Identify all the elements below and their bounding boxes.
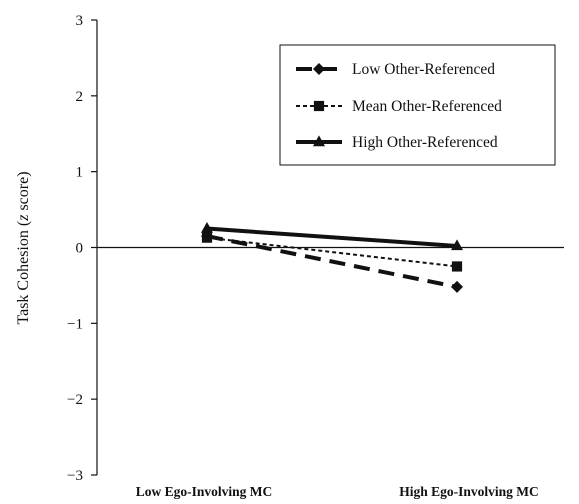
data-point-high-other-referenced	[451, 239, 463, 251]
y-tick-label: −3	[67, 468, 83, 484]
y-tick-label: 2	[76, 89, 84, 105]
series-layer	[201, 221, 463, 293]
legend-items	[296, 63, 342, 147]
x-category-label-high: High Ego-Involving MC	[399, 484, 539, 499]
legend-label-low: Low Other-Referenced	[352, 61, 495, 78]
y-axis-title-italic: z	[15, 214, 32, 222]
y-axis-ticks: 3 2 1 0 −1 −2 −3	[67, 13, 97, 484]
y-tick-label: 1	[76, 165, 84, 181]
series-line-high-other-referenced	[206, 226, 458, 248]
data-point-low-other-referenced	[451, 280, 463, 293]
legend-swatch-marker-low	[313, 63, 325, 75]
y-tick-label: −1	[67, 316, 83, 332]
y-tick-label: 3	[76, 13, 84, 29]
y-axis-title-prefix: Task Cohesion (	[15, 221, 32, 325]
legend-label-mean: Mean Other-Referenced	[352, 98, 502, 115]
data-point-mean-other-referenced	[451, 261, 463, 272]
x-category-label-low: Low Ego-Involving MC	[136, 484, 273, 499]
y-tick-label: 0	[76, 241, 84, 257]
y-tick-label: −2	[67, 392, 83, 408]
series-line-low-other-referenced	[206, 234, 458, 289]
legend-swatch-marker-mean	[313, 100, 325, 112]
y-axis-title-suffix: score)	[15, 171, 32, 214]
legend-swatch-marker-high	[313, 135, 325, 147]
legend: Low Other-Referenced Mean Other-Referenc…	[279, 44, 556, 166]
data-point-mean-other-referenced	[201, 232, 213, 243]
y-axis-title: Task Cohesion (z score)	[15, 171, 32, 324]
legend-label-high: High Other-Referenced	[352, 134, 498, 151]
data-point-high-other-referenced	[201, 221, 213, 233]
